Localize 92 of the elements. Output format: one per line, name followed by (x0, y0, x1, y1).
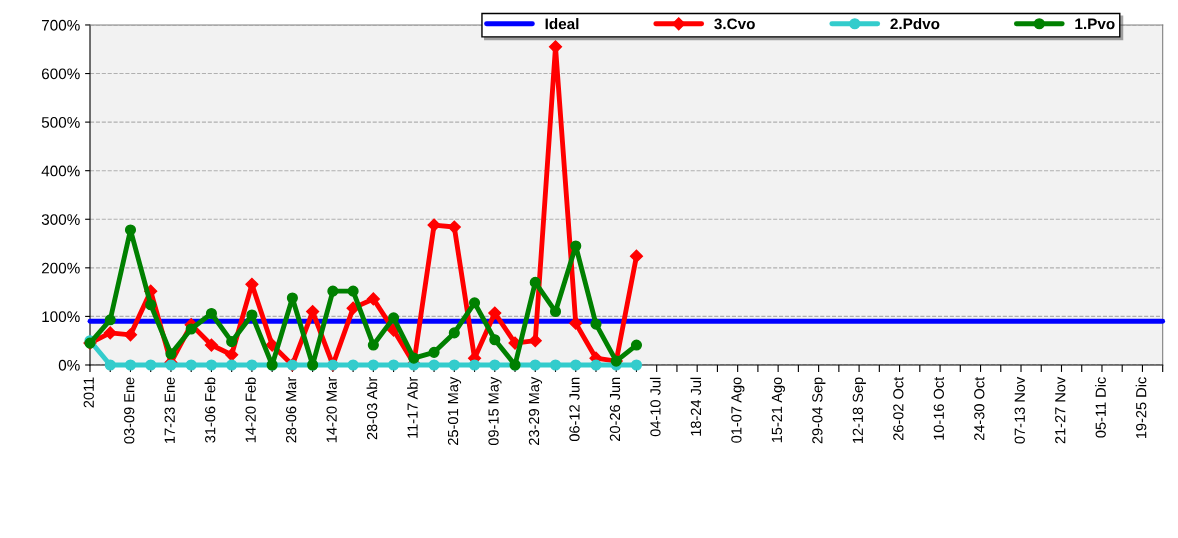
x-tick-label: 07-13 Nov (1014, 376, 1025, 444)
legend-label: 3.Cvo (714, 18, 755, 30)
point (165, 348, 177, 360)
point (448, 359, 460, 371)
point (165, 359, 177, 371)
point (306, 304, 320, 319)
point (630, 339, 643, 351)
point (428, 346, 440, 358)
point (448, 327, 460, 339)
point (124, 359, 137, 371)
point (286, 292, 298, 304)
x-tick-label: 19-25 Dic (1135, 377, 1147, 439)
point (205, 307, 217, 320)
point (528, 334, 542, 348)
x-tick-label: 14-20 Feb (245, 377, 256, 443)
point (570, 359, 582, 371)
point (468, 297, 481, 309)
x-tick-label: 28-06 Mar (285, 377, 297, 443)
point (246, 309, 258, 321)
y-tick-label: 400% (41, 165, 80, 177)
point (489, 334, 501, 346)
y-tick-label: 0% (58, 359, 80, 371)
x-tick-label: 28-03 Abr (366, 377, 378, 440)
y-tick-label: 700% (41, 19, 80, 31)
legend-label: 1.Pvo (1075, 18, 1115, 30)
y-tick-label: 200% (41, 262, 80, 274)
point (204, 338, 219, 352)
point (488, 306, 502, 320)
point (226, 359, 238, 371)
point (104, 314, 116, 326)
point (104, 359, 116, 371)
point (529, 359, 541, 371)
point (185, 323, 197, 335)
x-tick-label: 15-21 Ago (771, 377, 785, 443)
point (367, 339, 379, 351)
x-tick-label: 11-17 Abr (407, 377, 418, 438)
y-tick-label: 500% (41, 116, 80, 128)
point (590, 318, 602, 330)
point (428, 359, 440, 371)
point (327, 285, 339, 297)
point (630, 359, 643, 371)
x-tick-label: 23-29 May (528, 376, 543, 445)
point (347, 359, 359, 371)
x-tick-label: 20-26 Jun (609, 377, 621, 441)
point (347, 285, 359, 297)
y-tick-label: 600% (41, 68, 80, 80)
point (185, 359, 197, 371)
x-tick-label: 06-12 Jun (569, 377, 580, 442)
x-tick-label: 04-10 Jul (649, 377, 661, 437)
x-tick-label: 12-18 Sep (852, 377, 866, 443)
point (388, 359, 400, 371)
point (570, 240, 582, 252)
point (549, 359, 562, 371)
point (427, 218, 441, 232)
point (468, 359, 481, 371)
point (569, 316, 583, 330)
point (103, 326, 117, 340)
point (225, 348, 239, 362)
point (145, 299, 157, 311)
x-tick-label: 10-16 Oct (933, 376, 944, 440)
x-tick-label: 29-04 Sep (812, 377, 826, 444)
x-tick-label: 2011 (83, 377, 94, 408)
point (367, 359, 379, 371)
x-tick-label: 31-06 Feb (204, 377, 216, 443)
point (529, 276, 541, 288)
point (489, 359, 501, 371)
point (123, 328, 138, 342)
y-tick-label: 100% (42, 311, 80, 323)
point (388, 312, 400, 324)
x-tick-label: 14-20 Mar (326, 377, 337, 443)
x-tick-label: 25-01 May (447, 376, 462, 445)
x-tick-label: 05-11 Dic (1095, 377, 1106, 438)
x-tick-label: 26-02 Oct (893, 376, 904, 441)
point (246, 359, 258, 371)
x-tick-label: 09-15 May (488, 376, 502, 446)
point (629, 249, 644, 263)
x-tick-label: 24-30 Oct (974, 376, 985, 441)
point (366, 292, 380, 306)
point (145, 359, 157, 371)
point (590, 359, 602, 371)
x-tick-label: 18-24 Jul (690, 377, 702, 436)
point (447, 220, 461, 234)
x-tick-label: 01-07 Ago (731, 377, 745, 443)
point (205, 359, 217, 371)
legend-label: 2.Pdvo (890, 18, 940, 30)
x-tick-label: 21-27 Nov (1055, 376, 1066, 444)
point (226, 336, 238, 348)
y-tick-label: 300% (41, 214, 80, 225)
point (408, 352, 420, 364)
x-tick-label: 17-23 Ene (164, 377, 175, 443)
legend-label: Ideal (545, 18, 579, 30)
x-tick-label: 03-09 Ene (124, 377, 135, 444)
